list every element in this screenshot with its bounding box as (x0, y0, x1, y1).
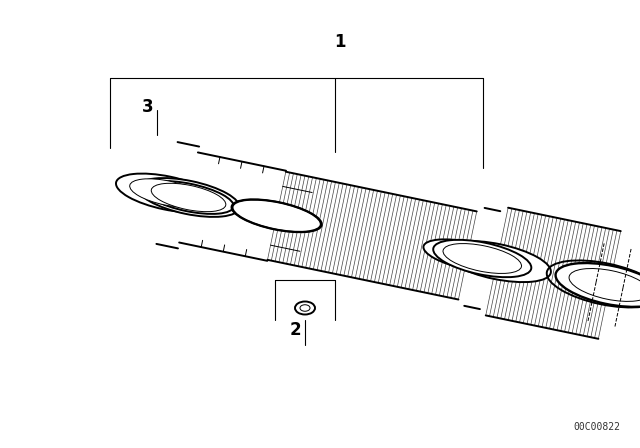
Text: 00C00822: 00C00822 (573, 422, 620, 432)
Ellipse shape (130, 179, 204, 207)
Text: 3: 3 (142, 98, 154, 116)
Text: 1: 1 (334, 33, 346, 51)
Ellipse shape (232, 199, 322, 232)
Ellipse shape (138, 178, 239, 217)
Ellipse shape (151, 183, 226, 211)
Ellipse shape (295, 302, 315, 314)
Ellipse shape (443, 241, 551, 282)
Ellipse shape (556, 263, 640, 307)
Ellipse shape (433, 240, 531, 277)
Ellipse shape (424, 239, 512, 271)
Text: 2: 2 (289, 321, 301, 339)
Ellipse shape (116, 173, 218, 212)
Ellipse shape (143, 181, 234, 214)
